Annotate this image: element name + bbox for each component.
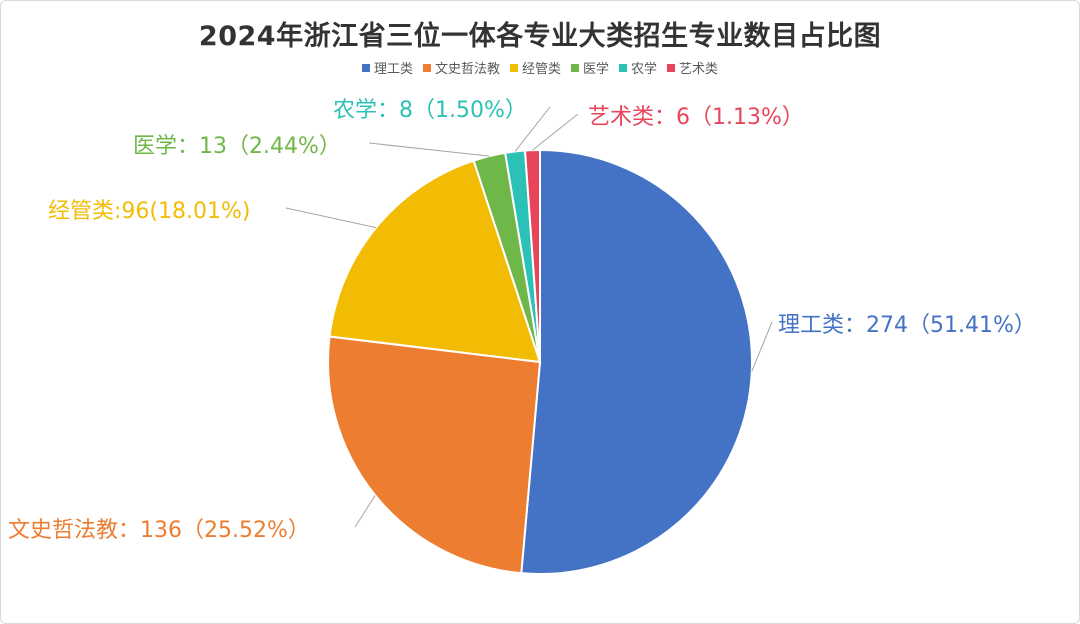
leader-line-3: [368, 142, 490, 157]
legend-label-1: 文史哲法教: [434, 62, 500, 77]
data-label-2: 经管类:96(18.01%): [48, 199, 250, 224]
data-label-1: 文史哲法教：136（25.52%）: [8, 518, 310, 543]
data-label-3: 医学：13（2.44%）: [133, 134, 341, 159]
leader-line-0: [751, 321, 773, 372]
pie-slice-0: [520, 148, 753, 575]
leader-line-5: [532, 113, 579, 151]
legend-swatch-0: [361, 63, 370, 72]
data-label-0: 理工类：274（51.41%）: [778, 313, 1036, 338]
leader-line-2: [285, 207, 377, 229]
legend-item-4: 农学: [619, 58, 657, 77]
data-label-4: 农学：8（1.50%）: [333, 98, 527, 123]
legend-item-3: 医学: [571, 58, 609, 77]
chart-title: 2024年浙江省三位一体各专业大类招生专业数目占比图: [198, 21, 882, 52]
legend-item-1: 文史哲法教: [422, 58, 500, 77]
chart-legend: 理工类 文史哲法教 经管类 医学 农学 艺术类: [0, 58, 1080, 77]
leader-line-1: [354, 495, 376, 528]
legend-swatch-3: [571, 63, 579, 72]
legend-label-0: 理工类: [373, 62, 413, 77]
data-label-5: 艺术类：6（1.13%）: [588, 105, 804, 130]
legend-item-5: 艺术类: [667, 58, 718, 77]
legend-label-3: 医学: [583, 62, 610, 77]
legend-label-2: 经管类: [521, 62, 561, 77]
pie-slice-2: [328, 159, 542, 364]
legend-label-5: 艺术类: [679, 62, 719, 77]
legend-swatch-2: [509, 63, 518, 72]
legend-swatch-5: [667, 63, 676, 72]
legend-item-0: 理工类: [361, 58, 413, 77]
legend-swatch-1: [422, 63, 431, 72]
legend-swatch-4: [619, 63, 628, 72]
leader-line-4: [514, 106, 551, 152]
pie-slice-1: [327, 335, 542, 575]
legend-label-4: 农学: [631, 62, 658, 77]
legend-item-2: 经管类: [509, 58, 561, 77]
